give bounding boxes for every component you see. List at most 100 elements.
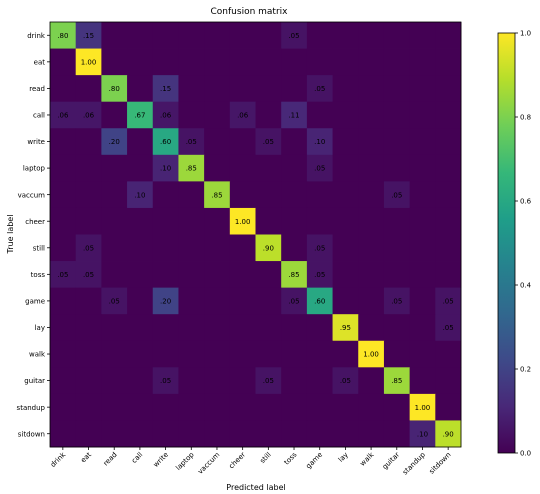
- heatmap-cell: [178, 393, 205, 421]
- colorbar-ticks: 0.0 0.2 0.4 0.6 0.8 1.0: [515, 30, 532, 458]
- heatmap-cell: [178, 128, 205, 156]
- heatmap-cell: [383, 234, 411, 262]
- heatmap-cell: [306, 22, 333, 49]
- heatmap-cell: [75, 128, 102, 156]
- heatmap-cell: [255, 234, 282, 262]
- heatmap-cell: [204, 48, 231, 76]
- plot-frame: [49, 21, 462, 448]
- heatmap-cell: [50, 234, 77, 262]
- heatmap-cell: [358, 75, 385, 103]
- cell-value-label: .90: [443, 430, 454, 438]
- heatmap-cell: [50, 393, 77, 421]
- colorbar-tick-label: 0.2: [520, 366, 531, 374]
- heatmap-cell: [75, 314, 102, 342]
- heatmap-cell: [204, 154, 231, 182]
- heatmap-cell: [152, 287, 179, 315]
- y-tick-label: sitdown: [18, 430, 45, 438]
- heatmap-cell: [204, 314, 231, 342]
- x-tick-label: call: [130, 451, 144, 465]
- heatmap-cell: [435, 48, 462, 76]
- heatmap-cell: [204, 22, 231, 49]
- heatmap-cell: [358, 261, 385, 289]
- heatmap-cell: [178, 234, 205, 262]
- cell-value-label: .20: [160, 298, 171, 306]
- x-tick-label: cheer: [227, 451, 247, 471]
- heatmap-cell: [358, 340, 385, 368]
- colorbar-tick-label: 0.4: [520, 282, 532, 290]
- heatmap-cell: [332, 207, 359, 235]
- heatmap-cell: [409, 340, 436, 368]
- heatmap-cell: [127, 154, 154, 182]
- heatmap-cell: [383, 101, 411, 129]
- cell-value-label: .80: [57, 32, 68, 40]
- heatmap-cell: [204, 340, 231, 368]
- y-tick-label: lay: [35, 324, 45, 332]
- heatmap-cell: [255, 314, 282, 342]
- heatmap-cell: [204, 261, 231, 289]
- heatmap-cell: [358, 154, 385, 182]
- heatmap-cell: [178, 207, 205, 235]
- heatmap-cell: [281, 340, 308, 368]
- heatmap-cell: [101, 234, 128, 262]
- cell-value-label: .95: [340, 324, 351, 332]
- heatmap-cell: [101, 314, 128, 342]
- heatmap-cell: [229, 261, 256, 289]
- heatmap-cell: [306, 128, 333, 156]
- heatmap-cell: [383, 154, 411, 182]
- y-axis-label: True label: [6, 215, 15, 255]
- heatmap-cell: [383, 22, 411, 49]
- heatmap-cell: [127, 420, 154, 448]
- heatmap-cell: [383, 287, 411, 315]
- heatmap-cell: [409, 287, 436, 315]
- heatmap-cell: [152, 128, 179, 156]
- x-axis-label: Predicted label: [226, 483, 285, 492]
- heatmap-cell: [101, 207, 128, 235]
- heatmap-cell: [332, 48, 359, 76]
- heatmap-cell: [178, 261, 205, 289]
- heatmap-cell: [101, 367, 128, 395]
- heatmap-cell: [50, 75, 77, 103]
- cell-value-label: .05: [314, 165, 325, 173]
- heatmap-cell: [204, 234, 231, 262]
- heatmap-cell: [409, 181, 436, 209]
- heatmap-cell: [178, 420, 205, 448]
- y-tick-label: guitar: [24, 377, 45, 385]
- cell-value-label: .15: [160, 85, 171, 93]
- heatmap-cell: [281, 287, 308, 315]
- x-tick-labels: drink eat read call write laptop vaccum cheer st…: [49, 447, 453, 477]
- heatmap-cell: [332, 287, 359, 315]
- heatmap-cell: [229, 75, 256, 103]
- cell-value-label: .60: [160, 138, 171, 146]
- heatmap-cell: [75, 420, 102, 448]
- heatmap-cell: [75, 181, 102, 209]
- cell-value-label: .06: [237, 112, 249, 120]
- heatmap-cell: [50, 181, 77, 209]
- x-tick-label: lay: [337, 451, 350, 464]
- cell-value-label: .20: [109, 138, 120, 146]
- heatmap-cell: [255, 101, 282, 129]
- heatmap-cell: [383, 393, 411, 421]
- heatmap-cell: [178, 340, 205, 368]
- heatmap-cell: [178, 367, 205, 395]
- heatmap-cell: [281, 207, 308, 235]
- heatmap-cell: [101, 340, 128, 368]
- heatmap-cell: [332, 154, 359, 182]
- heatmap-cell: [306, 181, 333, 209]
- heatmap-cell: [306, 261, 333, 289]
- y-tick-label: cheer: [25, 218, 45, 226]
- heatmap-cell: [281, 367, 308, 395]
- cell-value-label: .05: [57, 271, 68, 279]
- x-tick-label: sitdown: [428, 451, 453, 476]
- cell-value-label: .05: [288, 32, 299, 40]
- heatmap-cell: [152, 75, 179, 103]
- heatmap-cell: [332, 22, 359, 49]
- x-tick-label: walk: [359, 450, 377, 468]
- cell-value-label: .05: [391, 298, 402, 306]
- heatmap-cell: [127, 48, 154, 76]
- cell-value-label: .05: [83, 271, 94, 279]
- heatmap-cell: [229, 128, 256, 156]
- heatmap-cell: [255, 75, 282, 103]
- heatmap-cell: [229, 48, 256, 76]
- heatmap-cell: [75, 75, 102, 103]
- heatmap-cell: [75, 154, 102, 182]
